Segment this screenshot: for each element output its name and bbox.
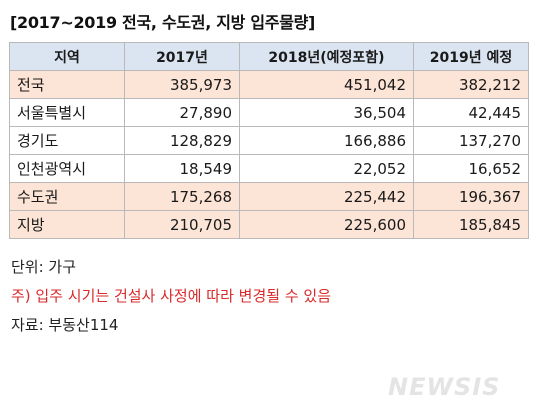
cell-2018: 225,442 <box>239 182 414 211</box>
row-label: 서울특별시 <box>9 98 125 127</box>
cell-2017: 175,268 <box>124 182 240 211</box>
header-region: 지역 <box>9 42 125 71</box>
cell-2017: 18,549 <box>124 154 240 183</box>
table-header-row: 지역 2017년 2018년(예정포함) 2019년 예정 <box>9 42 529 71</box>
cell-2018: 36,504 <box>239 98 414 127</box>
table-row: 서울특별시 27,890 36,504 42,445 <box>9 98 529 127</box>
table-row: 지방 210,705 225,600 185,845 <box>9 210 529 239</box>
cell-2018: 451,042 <box>239 70 414 99</box>
cell-2017: 27,890 <box>124 98 240 127</box>
header-2018: 2018년(예정포함) <box>239 42 414 71</box>
row-label: 지방 <box>9 210 125 239</box>
housing-supply-table: 지역 2017년 2018년(예정포함) 2019년 예정 전국 385,973… <box>9 42 529 239</box>
cell-2019: 196,367 <box>413 182 529 211</box>
row-label: 전국 <box>9 70 125 99</box>
table-row: 수도권 175,268 225,442 196,367 <box>9 182 529 211</box>
cell-2017: 210,705 <box>124 210 240 239</box>
unit-note: 단위: 가구 <box>11 258 77 276</box>
caution-note: 주) 입주 시기는 건설사 사정에 따라 변경될 수 있음 <box>11 287 331 305</box>
cell-2019: 137,270 <box>413 126 529 155</box>
row-label: 인천광역시 <box>9 154 125 183</box>
cell-2019: 382,212 <box>413 70 529 99</box>
cell-2019: 42,445 <box>413 98 529 127</box>
cell-2019: 185,845 <box>413 210 529 239</box>
chart-title: [2017~2019 전국, 수도권, 지방 입주물량] <box>10 13 316 32</box>
cell-2017: 385,973 <box>124 70 240 99</box>
cell-2018: 22,052 <box>239 154 414 183</box>
row-label: 수도권 <box>9 182 125 211</box>
table-row: 인천광역시 18,549 22,052 16,652 <box>9 154 529 183</box>
cell-2018: 225,600 <box>239 210 414 239</box>
cell-2017: 128,829 <box>124 126 240 155</box>
header-2019: 2019년 예정 <box>413 42 529 71</box>
cell-2019: 16,652 <box>413 154 529 183</box>
table-row: 전국 385,973 451,042 382,212 <box>9 70 529 99</box>
table-row: 경기도 128,829 166,886 137,270 <box>9 126 529 155</box>
cell-2018: 166,886 <box>239 126 414 155</box>
row-label: 경기도 <box>9 126 125 155</box>
source-note: 자료: 부동산114 <box>11 316 119 334</box>
newsis-watermark: NEWSIS <box>388 373 501 401</box>
header-2017: 2017년 <box>124 42 240 71</box>
